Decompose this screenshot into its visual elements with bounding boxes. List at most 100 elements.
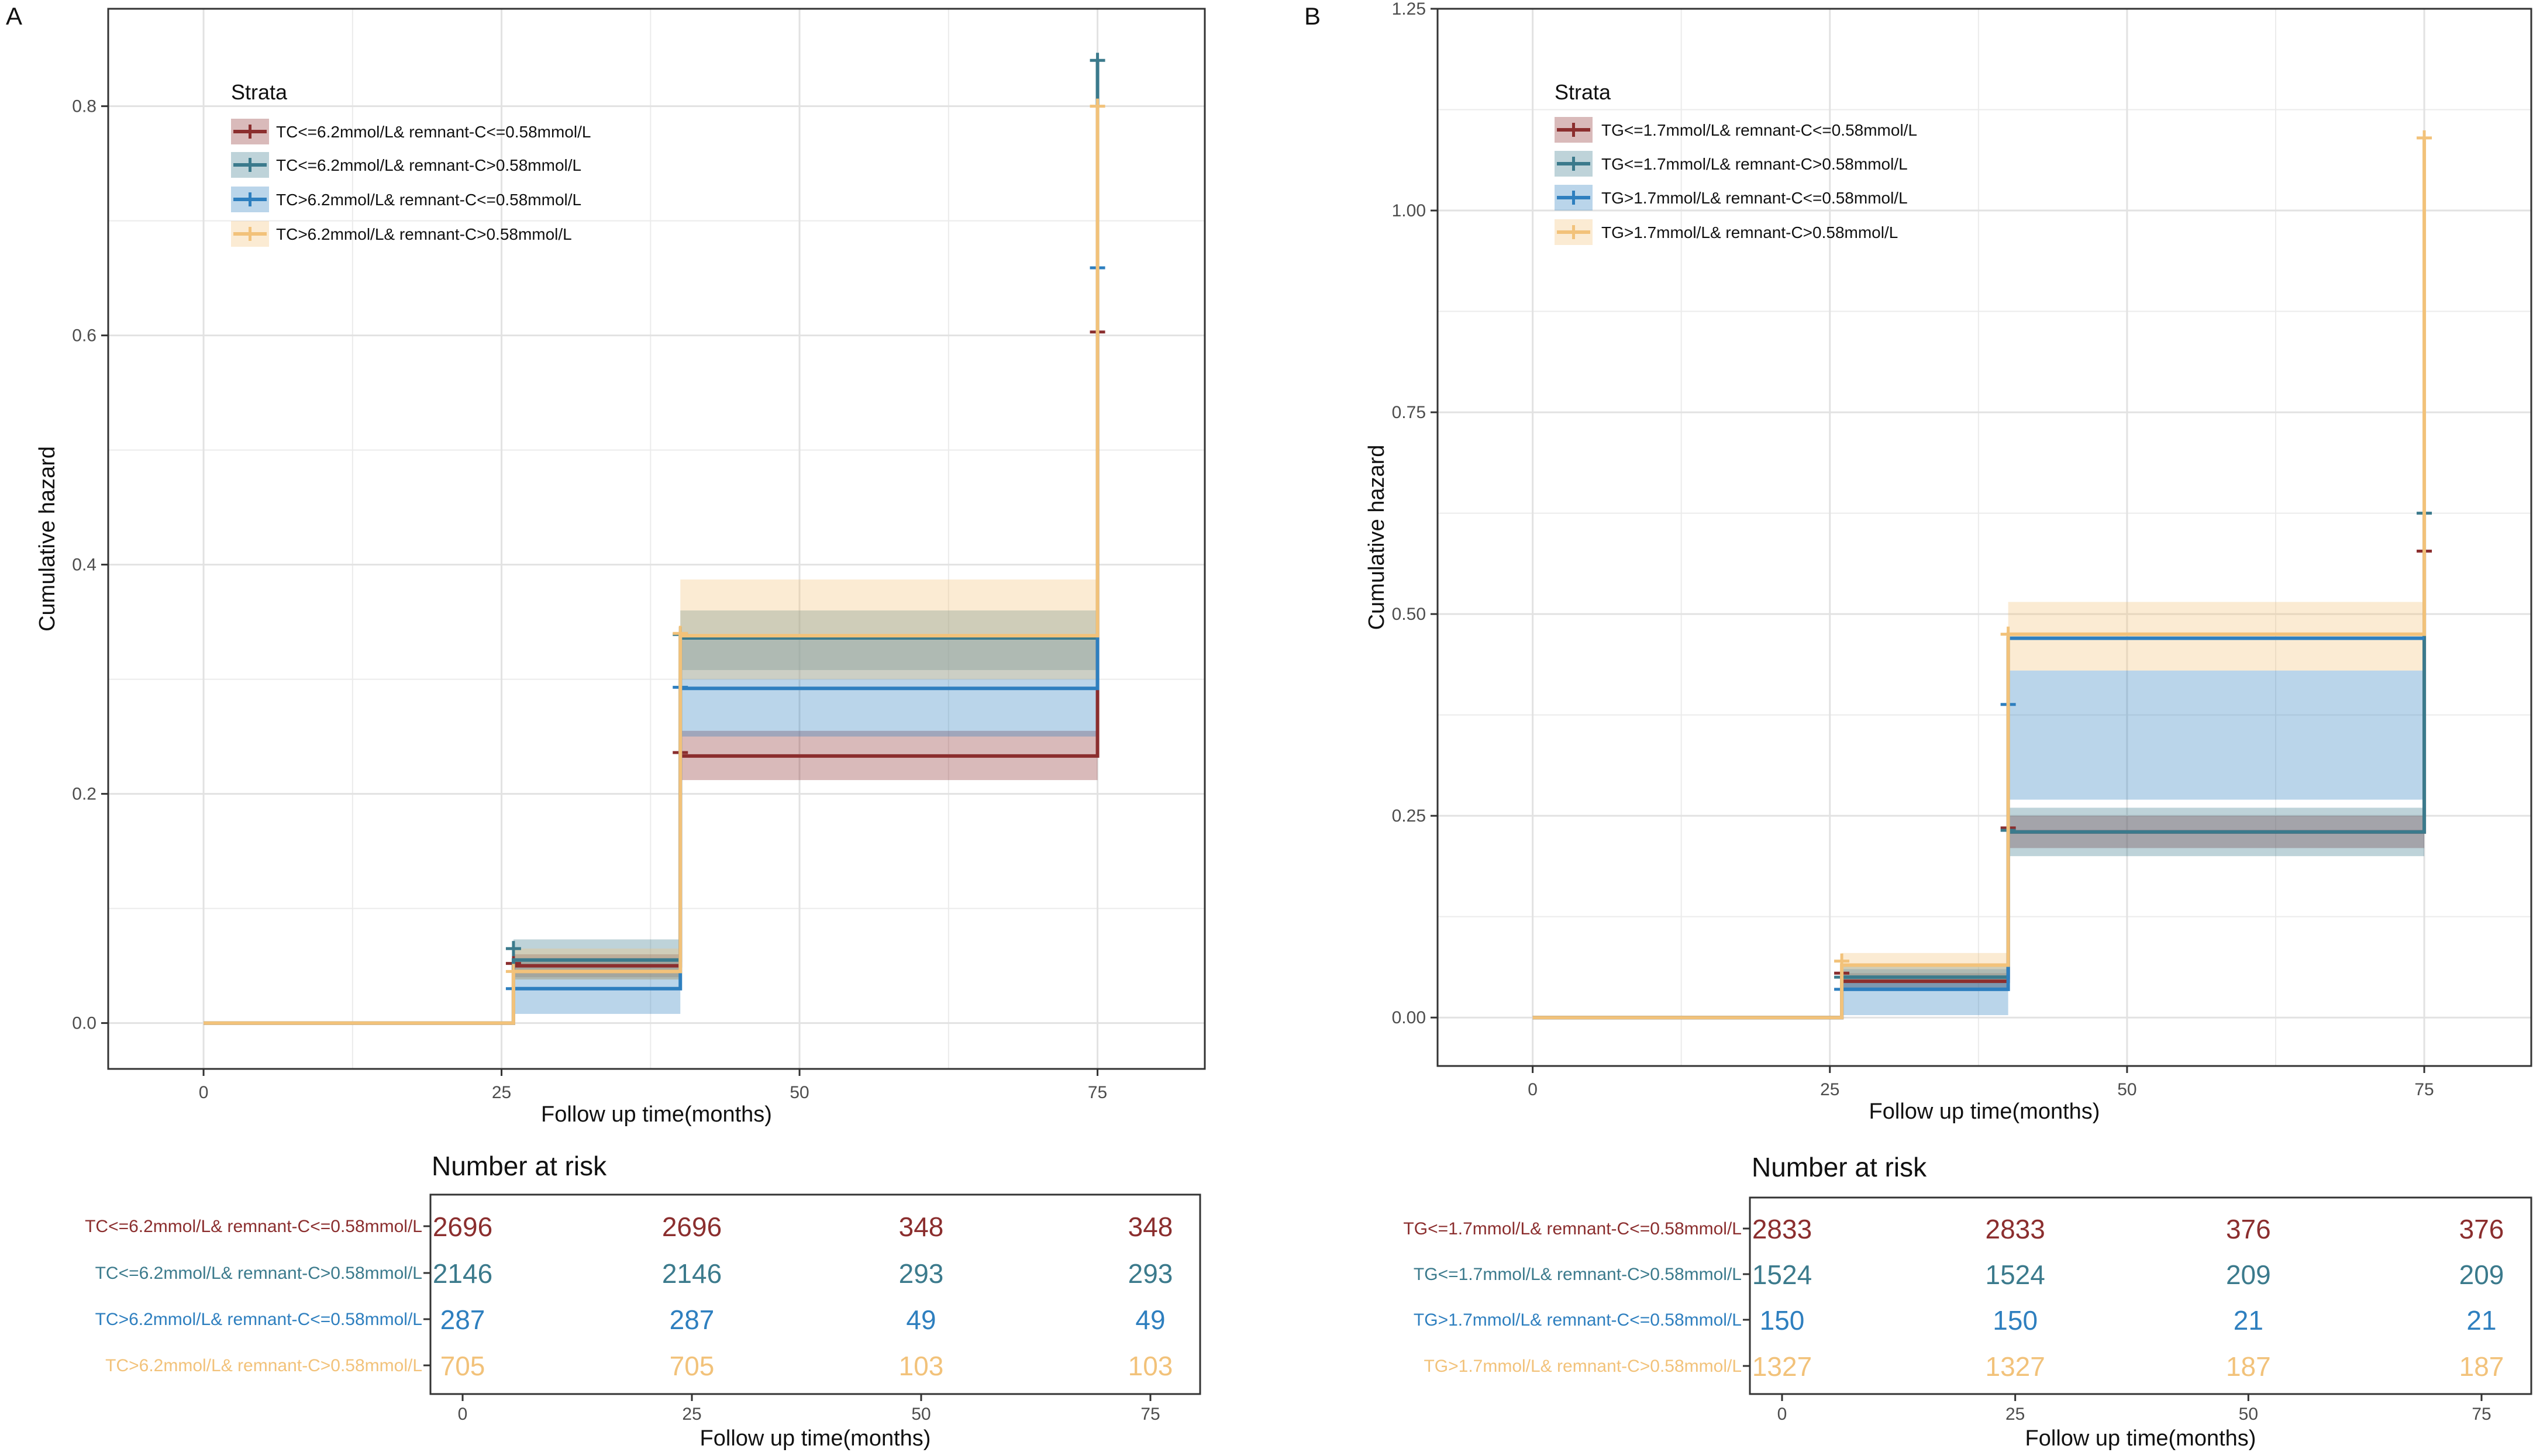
risk-count: 150 [1993, 1305, 2038, 1336]
legend-item-3: TC>6.2mmol/L& remnant-C<=0.58mmol/L [231, 187, 581, 212]
risk-row-3: TC>6.2mmol/L& remnant-C<=0.58mmol/L 287 28… [95, 1305, 1166, 1335]
risk-table: Number at risk TC<=6.2mmol/L& remnant-C<=… [85, 1151, 1201, 1451]
axes: 0 25 50 75 0.0 0.2 0.4 0.6 0.8 Follow up time(mon… [35, 97, 1107, 1127]
risk-count: 293 [1128, 1258, 1173, 1289]
risk-x-tick-label: 75 [2472, 1405, 2491, 1424]
risk-x-tick-label: 0 [458, 1405, 468, 1424]
legend-key-censor [1566, 191, 1581, 205]
legend-key-censor [1566, 225, 1581, 239]
risk-x-tick-label: 50 [2239, 1405, 2258, 1424]
risk-count: 2146 [433, 1258, 492, 1289]
censor-mark-4 [673, 626, 688, 641]
risk-count: 209 [2459, 1260, 2504, 1290]
risk-table-border [1749, 1196, 2532, 1395]
risk-table-x-axis-label: Follow up time(months) [2025, 1426, 2256, 1451]
y-tick-label: 1.25 [1392, 0, 1426, 19]
legend-title: Strata [231, 80, 288, 104]
step-lines [204, 53, 1105, 1025]
plot-background [108, 9, 1205, 1069]
legend-item-2: TC<=6.2mmol/L& remnant-C>0.58mmol/L [231, 152, 581, 178]
risk-count: 348 [1128, 1212, 1173, 1242]
y-tick-label: 0.0 [72, 1014, 97, 1033]
x-tick-label: 25 [492, 1083, 511, 1102]
risk-count: 187 [2226, 1351, 2271, 1382]
censor-mark-4 [505, 964, 521, 979]
x-tick-label: 50 [790, 1083, 809, 1102]
risk-count: 1327 [1752, 1351, 1812, 1382]
risk-x-tick-label: 0 [1777, 1405, 1787, 1424]
legend-label: TC>6.2mmol/L& remnant-C<=0.58mmol/L [276, 191, 581, 209]
risk-count: 2833 [1752, 1214, 1812, 1244]
legend-label: TG<=1.7mmol/L& remnant-C<=0.58mmol/L [1601, 121, 1917, 139]
y-tick-label: 0.6 [72, 326, 97, 346]
legend-label: TG<=1.7mmol/L& remnant-C>0.58mmol/L [1601, 155, 1908, 173]
risk-row-4: TG>1.7mmol/L& remnant-C>0.58mmol/L 1327 13… [1424, 1351, 2504, 1382]
risk-row-4: TC>6.2mmol/L& remnant-C>0.58mmol/L 705 705… [105, 1351, 1173, 1381]
risk-count: 705 [440, 1351, 485, 1381]
x-tick-label: 25 [1820, 1080, 1839, 1099]
legend-key-censor [243, 125, 257, 139]
legend-key-censor [243, 158, 257, 172]
censor-mark-4 [2000, 626, 2016, 642]
risk-count: 103 [899, 1351, 944, 1381]
ci-band-4 [680, 579, 1098, 679]
legend: Strata TC<=6.2mmol/L& remnant-C<=0.58mmol… [231, 80, 591, 247]
legend-item-2: TG<=1.7mmol/L& remnant-C>0.58mmol/L [1555, 151, 1908, 177]
legend-item-1: TC<=6.2mmol/L& remnant-C<=0.58mmol/L [231, 119, 591, 144]
censor-mark-4 [2417, 130, 2432, 146]
risk-count: 1524 [1752, 1260, 1812, 1290]
legend: Strata TG<=1.7mmol/L& remnant-C<=0.58mmol… [1555, 80, 1917, 245]
legend-label: TC<=6.2mmol/L& remnant-C<=0.58mmol/L [276, 123, 591, 141]
risk-row-3: TG>1.7mmol/L& remnant-C<=0.58mmol/L 150 15… [1414, 1305, 2497, 1336]
legend-key-censor [243, 227, 257, 241]
legend-item-4: TG>1.7mmol/L& remnant-C>0.58mmol/L [1555, 219, 1898, 245]
risk-count: 49 [906, 1305, 936, 1335]
risk-count: 376 [2459, 1214, 2504, 1244]
risk-table-border [429, 1193, 1201, 1395]
risk-count: 103 [1128, 1351, 1173, 1381]
risk-row-2: TG<=1.7mmol/L& remnant-C>0.58mmol/L 1524 1… [1414, 1260, 2504, 1290]
legend-label: TC<=6.2mmol/L& remnant-C>0.58mmol/L [276, 156, 581, 174]
risk-count: 21 [2466, 1305, 2496, 1336]
x-tick-label: 0 [1528, 1080, 1538, 1099]
ci-band-2 [680, 610, 1098, 670]
risk-count: 1524 [1985, 1260, 2045, 1290]
plot-background [1438, 9, 2531, 1066]
y-tick-label: 0.75 [1392, 403, 1426, 422]
censor-mark-4 [1834, 953, 1850, 969]
risk-count: 287 [670, 1305, 715, 1335]
risk-x-tick-label: 50 [911, 1405, 931, 1424]
panel-a: A 0 25 50 75 0.0 0.2 0.4 0.6 0.8 Follow up time(mo… [6, 2, 1206, 1451]
risk-row-label: TC>6.2mmol/L& remnant-C<=0.58mmol/L [95, 1310, 422, 1329]
y-tick-label: 0.25 [1392, 806, 1426, 826]
x-tick-label: 50 [2117, 1080, 2136, 1099]
risk-count: 1327 [1985, 1351, 2045, 1382]
risk-table: Number at risk TG<=1.7mmol/L& remnant-C<=… [1403, 1152, 2532, 1451]
legend-title: Strata [1555, 80, 1611, 104]
x-tick-label: 75 [1088, 1083, 1107, 1102]
legend-item-4: TC>6.2mmol/L& remnant-C>0.58mmol/L [231, 221, 572, 247]
y-tick-label: 0.50 [1392, 605, 1426, 624]
risk-row-label: TG<=1.7mmol/L& remnant-C>0.58mmol/L [1414, 1265, 1742, 1284]
x-tick-label: 0 [199, 1083, 209, 1102]
axes: 0 25 50 75 0.00 0.25 0.50 0.75 1.00 1.25 Follow up… [1364, 0, 2434, 1124]
risk-count: 187 [2459, 1351, 2504, 1382]
risk-table-title: Number at risk [432, 1151, 607, 1181]
risk-x-tick-label: 25 [2005, 1405, 2025, 1424]
risk-count: 150 [1760, 1305, 1805, 1336]
legend-item-1: TG<=1.7mmol/L& remnant-C<=0.58mmol/L [1555, 117, 1917, 143]
risk-table-x-axis-label: Follow up time(months) [700, 1426, 931, 1451]
risk-row-label: TC<=6.2mmol/L& remnant-C<=0.58mmol/L [85, 1217, 422, 1236]
risk-count: 287 [440, 1305, 485, 1335]
risk-count: 2696 [662, 1212, 722, 1242]
ci-band-4 [2008, 602, 2425, 671]
series-line-4 [1532, 137, 2427, 1020]
series-line-4 [204, 106, 1100, 1025]
y-tick-label: 0.4 [72, 556, 97, 575]
risk-count: 2146 [662, 1258, 722, 1289]
censor-mark-2 [505, 941, 521, 957]
legend-key-censor [1566, 123, 1581, 137]
risk-x-tick-label: 75 [1140, 1405, 1160, 1424]
y-tick-label: 0.00 [1392, 1008, 1426, 1027]
